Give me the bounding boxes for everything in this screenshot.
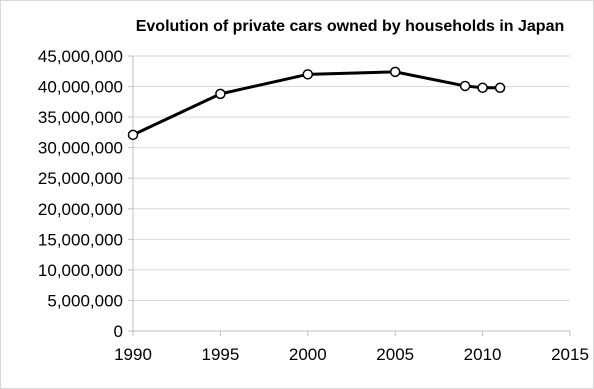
y-tick-label-0: 0: [114, 322, 123, 341]
y-tick-label-4: 20,000,000: [38, 200, 123, 219]
y-tick-label-1: 5,000,000: [47, 291, 123, 310]
data-point-1995: [215, 88, 226, 100]
data-point-1990: [127, 129, 139, 141]
y-tick-label-5: 25,000,000: [38, 169, 123, 188]
x-tick-label-0: 1990: [114, 345, 152, 364]
x-tick-label-4: 2010: [464, 345, 502, 364]
x-tick-label-1: 1995: [201, 345, 239, 364]
data-point-2009: [459, 80, 471, 92]
x-tick-label-5: 2015: [551, 345, 589, 364]
data-point-2010: [477, 82, 488, 94]
y-tick-label-9: 45,000,000: [38, 47, 123, 66]
y-tick-label-3: 15,000,000: [38, 230, 123, 249]
y-tick-label-8: 40,000,000: [38, 78, 123, 97]
series-line-0: [132, 70, 501, 137]
chart-title: Evolution of private cars owned by house…: [135, 18, 565, 35]
data-point-2005: [389, 66, 401, 78]
x-tick-label-2: 2000: [289, 345, 327, 364]
data-point-2011: [494, 82, 506, 94]
y-tick-label-6: 30,000,000: [38, 139, 123, 158]
data-point-2000: [302, 69, 314, 80]
y-tick-label-2: 10,000,000: [38, 261, 123, 280]
x-tick-label-3: 2005: [376, 345, 414, 364]
y-tick-label-7: 35,000,000: [38, 108, 123, 127]
